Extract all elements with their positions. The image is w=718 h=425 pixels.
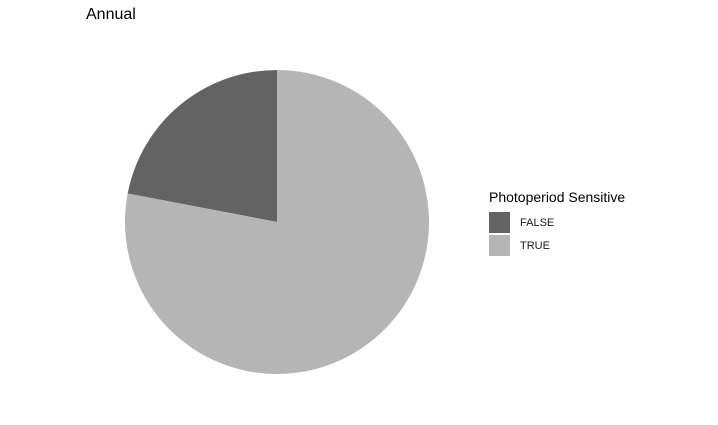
pie-slice-true	[125, 70, 429, 374]
chart-title: Annual	[86, 6, 136, 23]
legend-key-true	[489, 235, 510, 256]
pie-slice-false	[127, 70, 277, 222]
legend-item-true: TRUE	[489, 234, 625, 257]
legend-label-true: TRUE	[520, 239, 550, 252]
legend-item-false: FALSE	[489, 211, 625, 234]
legend: Photoperiod Sensitive FALSE TRUE	[489, 189, 625, 257]
legend-label-false: FALSE	[520, 216, 555, 229]
legend-title: Photoperiod Sensitive	[489, 189, 626, 205]
legend-key-false	[489, 212, 510, 233]
